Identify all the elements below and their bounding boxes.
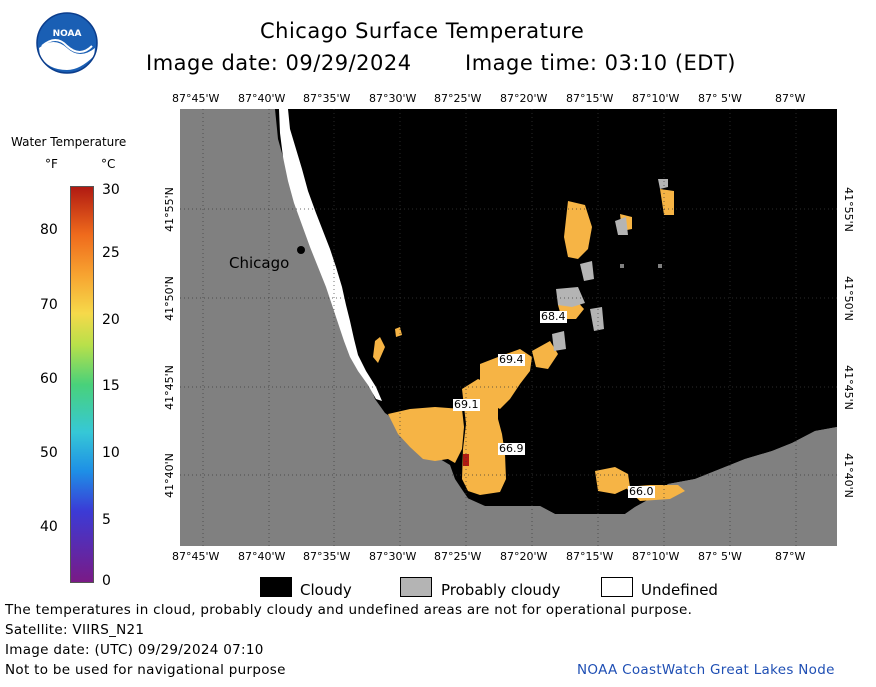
lon-bottom-87-00: 87°W <box>775 550 806 563</box>
lon-bottom-87-05: 87° 5'W <box>698 550 742 563</box>
lat-right-41-50: 41°50'N <box>841 276 855 321</box>
f-tick-70: 70 <box>40 297 58 313</box>
lon-top-87-35: 87°35'W <box>303 92 351 105</box>
c-tick-30: 30 <box>102 182 120 198</box>
utc-date-text: Image date: (UTC) 09/29/2024 07:10 <box>5 642 264 658</box>
city-label: Chicago <box>229 254 290 272</box>
lon-bottom-87-30: 87°30'W <box>369 550 417 563</box>
lon-bottom-87-35: 87°35'W <box>303 550 351 563</box>
lat-right-41-55: 41°55'N <box>841 187 855 232</box>
lon-top-87-45: 87°45'W <box>172 92 220 105</box>
temp-label: 69.4 <box>498 353 525 366</box>
image-time: Image time: 03:10 (EDT) <box>465 51 736 75</box>
f-tick-50: 50 <box>40 445 58 461</box>
colorbar-title: Water Temperature <box>11 135 127 149</box>
lon-bottom-87-10: 87°10'W <box>632 550 680 563</box>
f-tick-60: 60 <box>40 371 58 387</box>
lat-left-41-40: 41°40'N <box>162 453 176 498</box>
lon-top-87-15: 87°15'W <box>566 92 614 105</box>
f-tick-80: 80 <box>40 222 58 238</box>
chicago-marker <box>297 246 305 254</box>
lon-top-87-25: 87°25'W <box>434 92 482 105</box>
image-date: Image date: 09/29/2024 <box>146 51 412 75</box>
lat-left-41-50: 41°50'N <box>162 276 176 321</box>
temp-label: 66.0 <box>628 485 655 498</box>
temp-label: 68.4 <box>540 310 567 323</box>
lon-bottom-87-45: 87°45'W <box>172 550 220 563</box>
undefined-area <box>279 109 382 401</box>
key-probably-cloudy-label: Probably cloudy <box>441 581 561 599</box>
lon-top-87-30: 87°30'W <box>369 92 417 105</box>
lat-right-41-45: 41°45'N <box>841 365 855 410</box>
key-undefined-swatch <box>601 577 633 597</box>
c-tick-10: 10 <box>102 445 120 461</box>
key-probably-cloudy-swatch <box>400 577 432 597</box>
disclaimer-text: The temperatures in cloud, probably clou… <box>5 602 693 618</box>
unit-fahrenheit: °F <box>45 157 58 171</box>
credit-link[interactable]: NOAA CoastWatch Great Lakes Node <box>577 662 835 678</box>
temp-label: 66.9 <box>498 442 525 455</box>
key-cloudy-swatch <box>260 577 292 597</box>
lon-bottom-87-25: 87°25'W <box>434 550 482 563</box>
page-title: Chicago Surface Temperature <box>260 19 585 43</box>
lat-left-41-55: 41°55'N <box>162 187 176 232</box>
lat-left-41-45: 41°45'N <box>162 365 176 410</box>
navigation-warning: Not to be used for navigational purpose <box>5 662 286 678</box>
lon-top-87-40: 87°40'W <box>238 92 286 105</box>
lon-bottom-87-20: 87°20'W <box>500 550 548 563</box>
lon-bottom-87-15: 87°15'W <box>566 550 614 563</box>
colorbar <box>70 186 94 583</box>
lon-top-87-05: 87° 5'W <box>698 92 742 105</box>
lon-bottom-87-40: 87°40'W <box>238 550 286 563</box>
logo-text: NOAA <box>53 29 82 39</box>
lon-top-87-20: 87°20'W <box>500 92 548 105</box>
unit-celsius: °C <box>101 157 116 171</box>
sst-map <box>180 109 837 546</box>
noaa-logo: NOAA <box>36 12 98 74</box>
c-tick-15: 15 <box>102 378 120 394</box>
satellite-text: Satellite: VIIRS_N21 <box>5 622 145 638</box>
lat-right-41-40: 41°40'N <box>841 453 855 498</box>
key-undefined-label: Undefined <box>641 581 718 599</box>
graticule <box>180 109 837 546</box>
c-tick-20: 20 <box>102 312 120 328</box>
f-tick-40: 40 <box>40 519 58 535</box>
key-cloudy-label: Cloudy <box>300 581 352 599</box>
temp-label: 69.1 <box>453 398 480 411</box>
lon-top-87-00: 87°W <box>775 92 806 105</box>
lon-top-87-10: 87°10'W <box>632 92 680 105</box>
shoreline-land <box>180 109 837 546</box>
c-tick-25: 25 <box>102 245 120 261</box>
probably-cloudy-patches <box>552 179 668 351</box>
c-tick-5: 5 <box>102 512 111 528</box>
c-tick-0: 0 <box>102 573 111 589</box>
